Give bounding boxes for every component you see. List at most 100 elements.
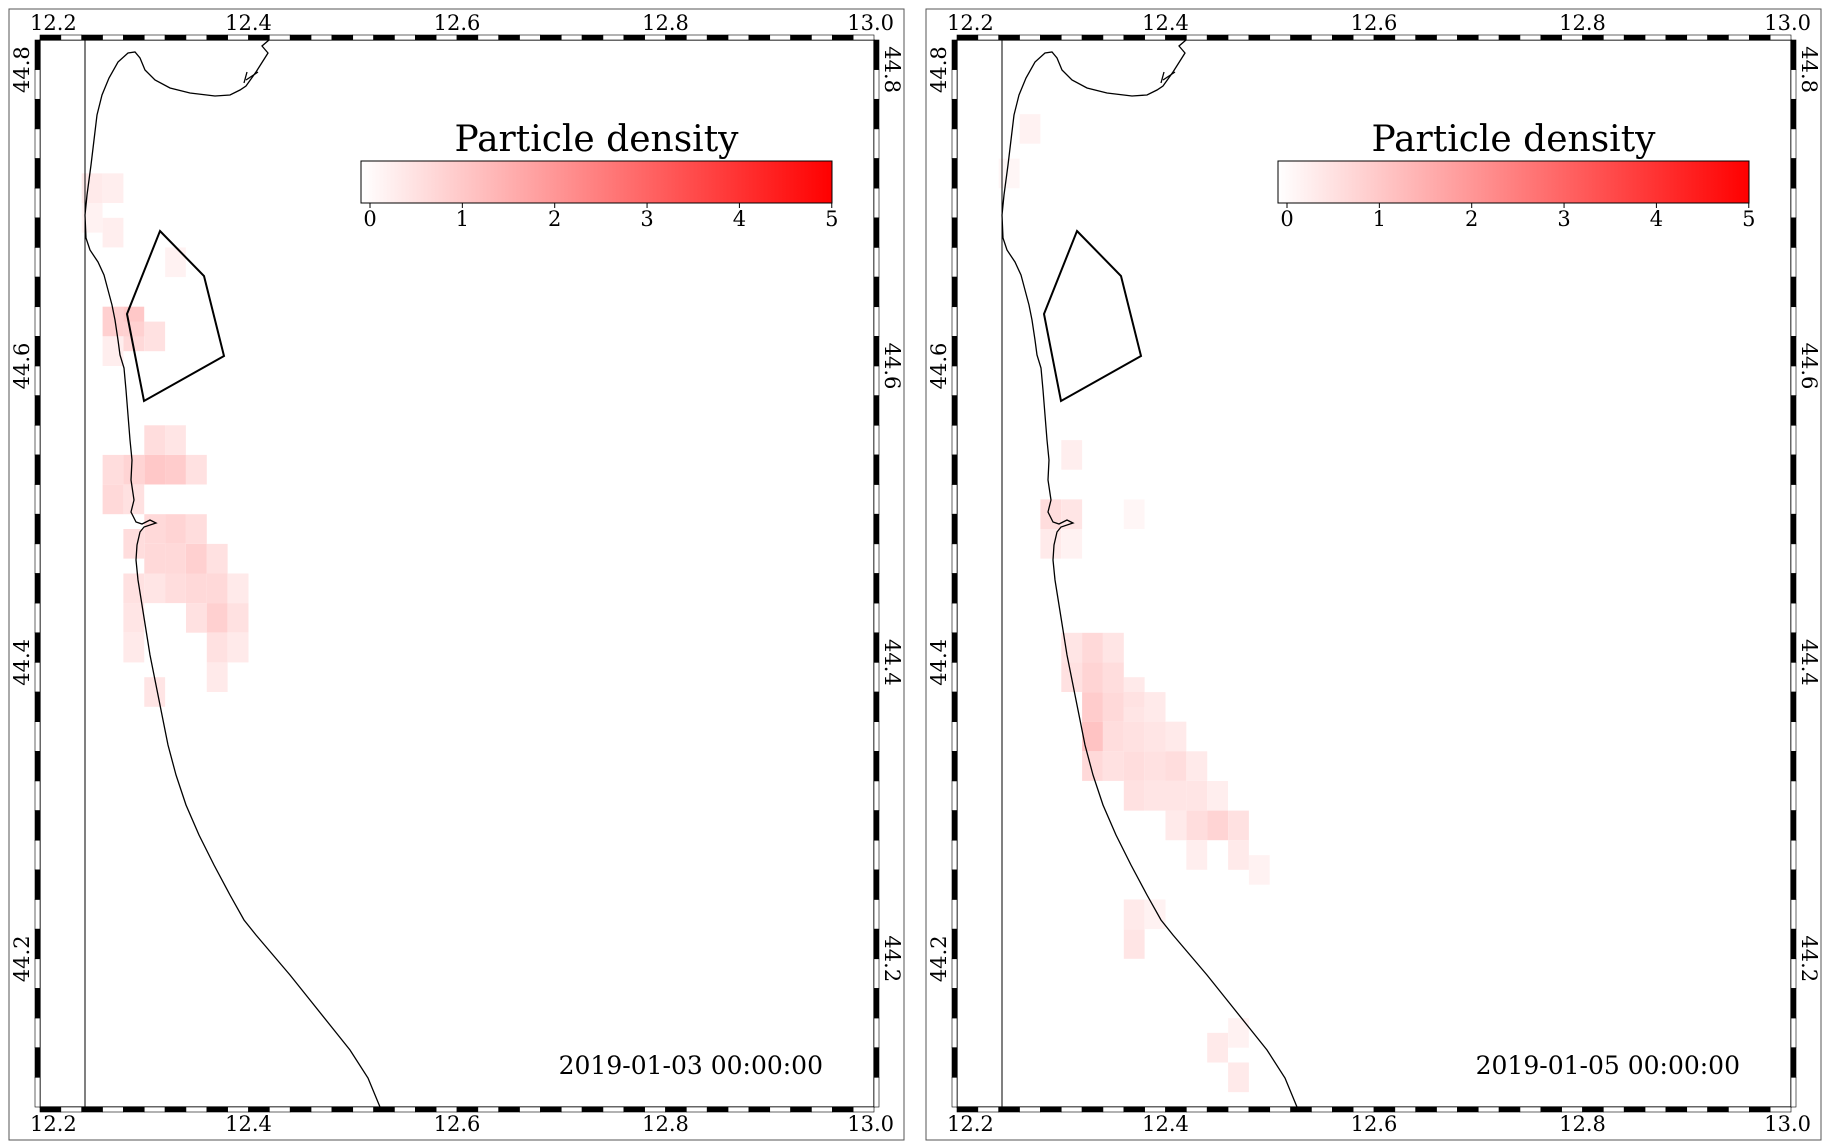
border-tick — [1790, 276, 1797, 308]
border-tick — [873, 1017, 880, 1049]
border-tick — [977, 34, 999, 41]
density-cell — [1228, 1018, 1249, 1048]
border-tick — [1519, 1106, 1542, 1113]
border-tick — [310, 1106, 333, 1113]
border-tick — [34, 988, 41, 1019]
border-tick — [560, 1106, 583, 1113]
border-tick — [1206, 34, 1229, 41]
border-tick — [951, 276, 958, 308]
colorbar-tick-label: 0 — [1280, 207, 1293, 231]
border-tick — [951, 484, 958, 515]
border-tick — [331, 1106, 354, 1113]
border-tick — [1248, 1106, 1271, 1113]
harbor-pier-north — [1160, 71, 1176, 84]
border-tick — [34, 454, 41, 485]
border-tick — [873, 839, 880, 871]
border-tick — [873, 928, 880, 960]
border-tick — [34, 810, 41, 841]
border-tick — [1790, 543, 1797, 574]
border-tick — [1790, 988, 1797, 1019]
density-cell — [1144, 781, 1166, 811]
border-tick — [143, 34, 166, 41]
border-tick — [873, 751, 880, 782]
border-tick — [1394, 34, 1417, 41]
density-cell — [123, 454, 145, 485]
border-tick — [352, 1106, 374, 1113]
density-cell — [102, 217, 124, 248]
border-tick — [1561, 34, 1583, 41]
density-grid — [81, 173, 249, 707]
border-tick — [873, 128, 880, 159]
border-tick — [1415, 34, 1437, 41]
colorbar-tick-label: 3 — [640, 207, 653, 231]
border-tick — [873, 691, 880, 722]
border-tick — [81, 34, 103, 41]
border-tick — [1227, 34, 1250, 41]
longitude-tick-label: 12.4 — [1142, 11, 1189, 35]
border-tick — [873, 39, 880, 70]
border-tick — [1206, 1106, 1229, 1113]
density-cell — [144, 321, 166, 352]
border-tick — [164, 1106, 187, 1113]
border-tick — [1790, 69, 1797, 100]
latitude-labels-left: 44.2 44.4 44.6 44.8 — [10, 46, 34, 982]
density-cell — [1082, 751, 1103, 781]
longitude-tick-label: 12.2 — [30, 11, 77, 35]
border-tick — [269, 1106, 291, 1113]
colorbar-tick-label: 1 — [456, 207, 469, 231]
longitude-tick-label: 12.6 — [1351, 11, 1398, 35]
border-tick — [873, 69, 880, 100]
density-cell — [1123, 692, 1145, 722]
border-tick — [1102, 34, 1125, 41]
border-tick — [1331, 34, 1354, 41]
border-tick — [102, 34, 124, 41]
latitude-labels-right: 44.2 44.4 44.6 44.8 — [880, 46, 904, 982]
density-cell — [1103, 721, 1124, 752]
border-tick — [951, 395, 958, 426]
border-tick — [34, 69, 41, 100]
border-tick — [289, 1106, 312, 1113]
border-tick — [1436, 34, 1458, 41]
border-tick — [1790, 365, 1797, 396]
latitude-tick-label: 44.8 — [1797, 46, 1821, 93]
border-tick — [727, 34, 750, 41]
border-tick — [143, 1106, 166, 1113]
border-tick — [1227, 1106, 1250, 1113]
colorbar-tick-label: 2 — [1465, 207, 1478, 231]
border-tick — [873, 365, 880, 396]
border-tick — [1790, 662, 1797, 693]
border-tick — [373, 1106, 395, 1113]
density-cell — [998, 158, 1020, 189]
density-cell — [102, 454, 124, 485]
density-cell — [1103, 662, 1124, 692]
border-tick — [394, 34, 416, 41]
border-tick — [602, 34, 625, 41]
longitude-tick-label: 12.8 — [1559, 1112, 1606, 1136]
border-tick — [1790, 1017, 1797, 1049]
border-tick — [951, 1047, 958, 1078]
longitude-tick-label: 12.4 — [1142, 1112, 1189, 1136]
border-tick — [81, 1106, 103, 1113]
density-cell — [1123, 899, 1145, 930]
density-cell — [1123, 499, 1145, 529]
border-tick — [34, 1047, 41, 1078]
border-tick — [951, 780, 958, 811]
density-cell — [227, 573, 249, 604]
colorbar-tick-label: 5 — [1742, 207, 1755, 231]
border-tick — [1790, 513, 1797, 545]
border-tick — [769, 1106, 791, 1113]
longitude-tick-label: 12.8 — [642, 1112, 689, 1136]
border-tick — [34, 98, 41, 130]
border-tick — [727, 1106, 750, 1113]
border-tick — [1186, 34, 1208, 41]
border-tick — [644, 34, 666, 41]
density-cell — [1186, 810, 1208, 841]
map-border-ticks — [951, 34, 1797, 1113]
border-tick — [1498, 1106, 1521, 1113]
density-cell — [1186, 751, 1208, 781]
border-tick — [706, 1106, 729, 1113]
border-tick — [34, 128, 41, 159]
coastline — [84, 39, 381, 1108]
